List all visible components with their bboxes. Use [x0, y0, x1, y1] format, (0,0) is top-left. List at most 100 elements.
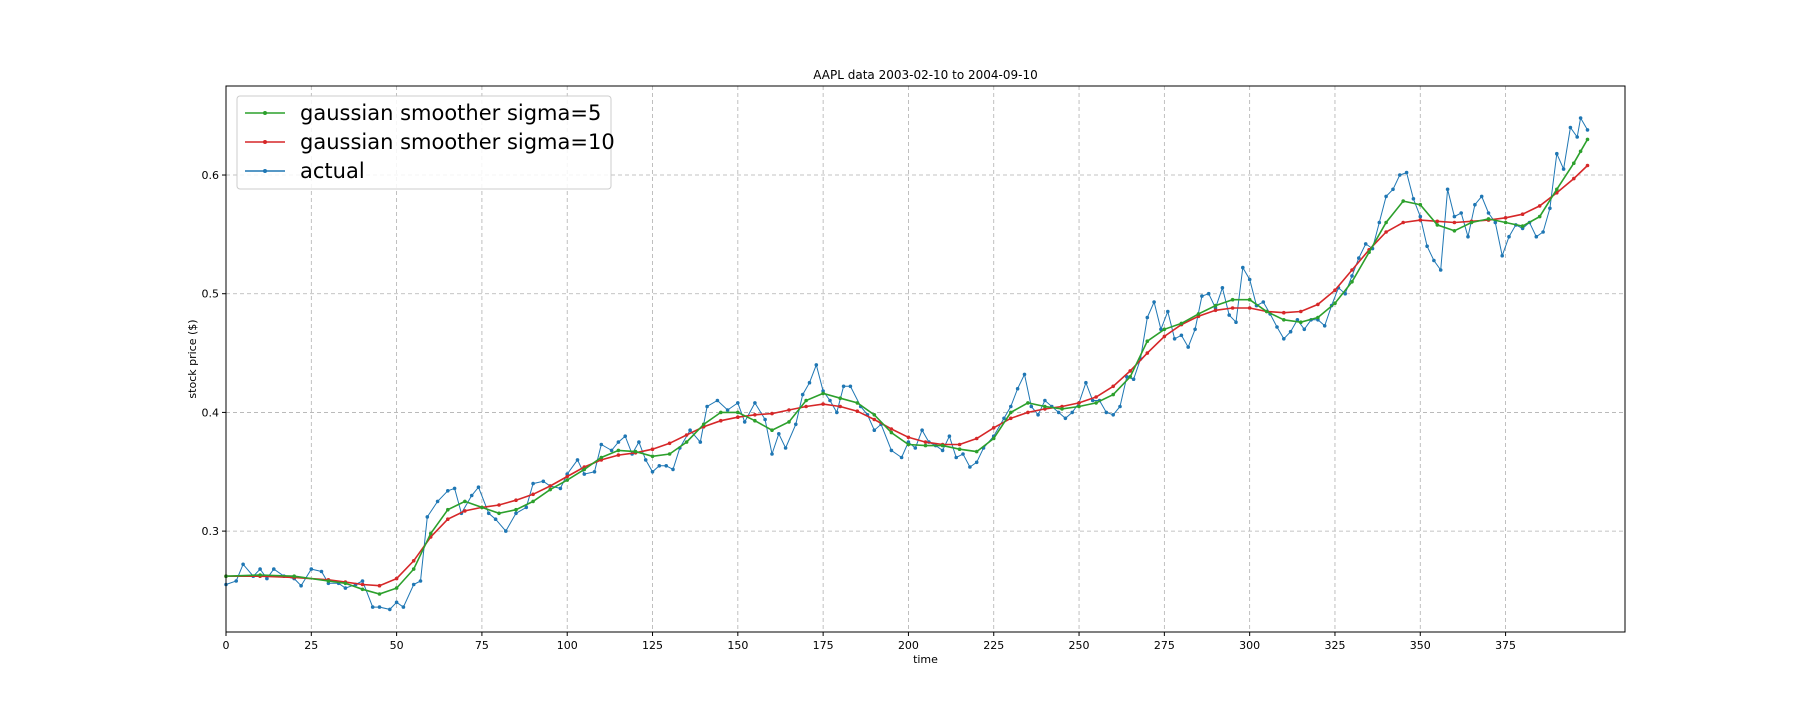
data-point: [463, 499, 467, 504]
data-point: [1002, 416, 1006, 421]
data-point: [742, 420, 747, 424]
data-point: [719, 410, 723, 415]
data-point: [1350, 268, 1354, 272]
data-point: [1401, 199, 1405, 203]
data-point: [1145, 339, 1150, 344]
data-point: [343, 586, 348, 590]
data-point: [923, 440, 928, 444]
data-point: [1111, 384, 1115, 389]
data-point: [1568, 125, 1573, 130]
data-point: [1350, 280, 1354, 284]
data-point: [411, 559, 416, 563]
data-point: [1063, 416, 1068, 421]
data-point: [1486, 217, 1491, 221]
data-point: [1520, 224, 1525, 228]
legend: gaussian smoother sigma=5 gaussian smooth…: [236, 95, 615, 190]
data-point: [1585, 128, 1590, 132]
data-point: [1537, 204, 1542, 208]
data-point: [753, 401, 757, 405]
data-point: [1333, 301, 1337, 306]
data-point: [1572, 161, 1576, 165]
data-point: [1172, 337, 1177, 341]
x-tick-label: 75: [475, 639, 489, 652]
data-point: [1128, 369, 1132, 373]
data-point: [1056, 410, 1061, 415]
data-point: [1131, 377, 1136, 382]
data-point: [1009, 416, 1013, 421]
data-point: [1128, 375, 1132, 379]
data-point: [1398, 173, 1402, 177]
data-point: [705, 404, 709, 409]
data-point: [800, 392, 805, 397]
data-point: [548, 484, 552, 488]
data-point: [957, 442, 962, 447]
data-point: [1213, 303, 1218, 308]
data-point: [411, 582, 416, 587]
data-point: [906, 442, 911, 447]
data-point: [452, 486, 457, 491]
data-point: [1104, 410, 1109, 415]
data-point: [1363, 242, 1368, 246]
data-point: [299, 583, 303, 588]
data-point: [1452, 229, 1457, 233]
data-point: [258, 567, 262, 571]
data-point: [783, 446, 788, 450]
data-point: [1015, 386, 1020, 391]
data-point: [1425, 244, 1429, 248]
data-point: [1200, 294, 1204, 298]
data-point: [1094, 401, 1098, 405]
data-point: [582, 472, 587, 476]
data-point: [701, 422, 706, 427]
data-point: [1264, 309, 1269, 314]
data-point: [394, 576, 399, 581]
data-point: [974, 460, 979, 465]
y-axis-title: stock price ($): [186, 319, 199, 398]
data-point: [1452, 214, 1457, 219]
data-point: [1094, 395, 1098, 399]
x-tick-label: 175: [813, 639, 834, 652]
data-point: [1193, 327, 1197, 332]
data-point: [1445, 187, 1450, 192]
data-point: [370, 605, 375, 609]
data-point: [1162, 327, 1167, 332]
data-point: [848, 384, 853, 389]
data-point: [514, 507, 518, 512]
data-point: [1261, 300, 1266, 304]
data-point: [1247, 277, 1252, 282]
legend-label: actual: [300, 159, 365, 183]
data-point: [1585, 137, 1590, 142]
data-point: [855, 401, 860, 405]
series-sigma5: [224, 137, 1590, 596]
data-point: [753, 413, 757, 417]
data-point: [1367, 250, 1371, 254]
data-point: [1548, 206, 1552, 211]
data-point: [906, 435, 911, 440]
x-tick-label: 250: [1069, 639, 1090, 652]
data-point: [1036, 413, 1040, 417]
data-point: [1275, 325, 1279, 329]
data-point: [1282, 310, 1286, 315]
data-point: [394, 586, 399, 590]
data-point: [1432, 258, 1436, 263]
data-point: [961, 452, 965, 456]
data-point: [234, 579, 238, 583]
data-point: [889, 427, 894, 431]
data-point: [616, 453, 621, 457]
data-point: [1401, 220, 1405, 225]
data-point: [1384, 230, 1388, 234]
data-point: [684, 433, 689, 437]
data-point: [1145, 315, 1150, 320]
data-point: [1435, 223, 1440, 227]
data-point: [940, 443, 945, 448]
data-point: [1282, 318, 1286, 322]
data-point: [1043, 404, 1047, 409]
data-point: [974, 436, 979, 441]
data-point: [1213, 308, 1218, 313]
data-point: [446, 507, 450, 512]
data-point: [592, 470, 597, 474]
x-tick-label: 225: [983, 639, 1004, 652]
data-point: [1179, 321, 1184, 326]
y-tick-label: 0.4: [202, 406, 220, 419]
data-point: [736, 401, 740, 405]
